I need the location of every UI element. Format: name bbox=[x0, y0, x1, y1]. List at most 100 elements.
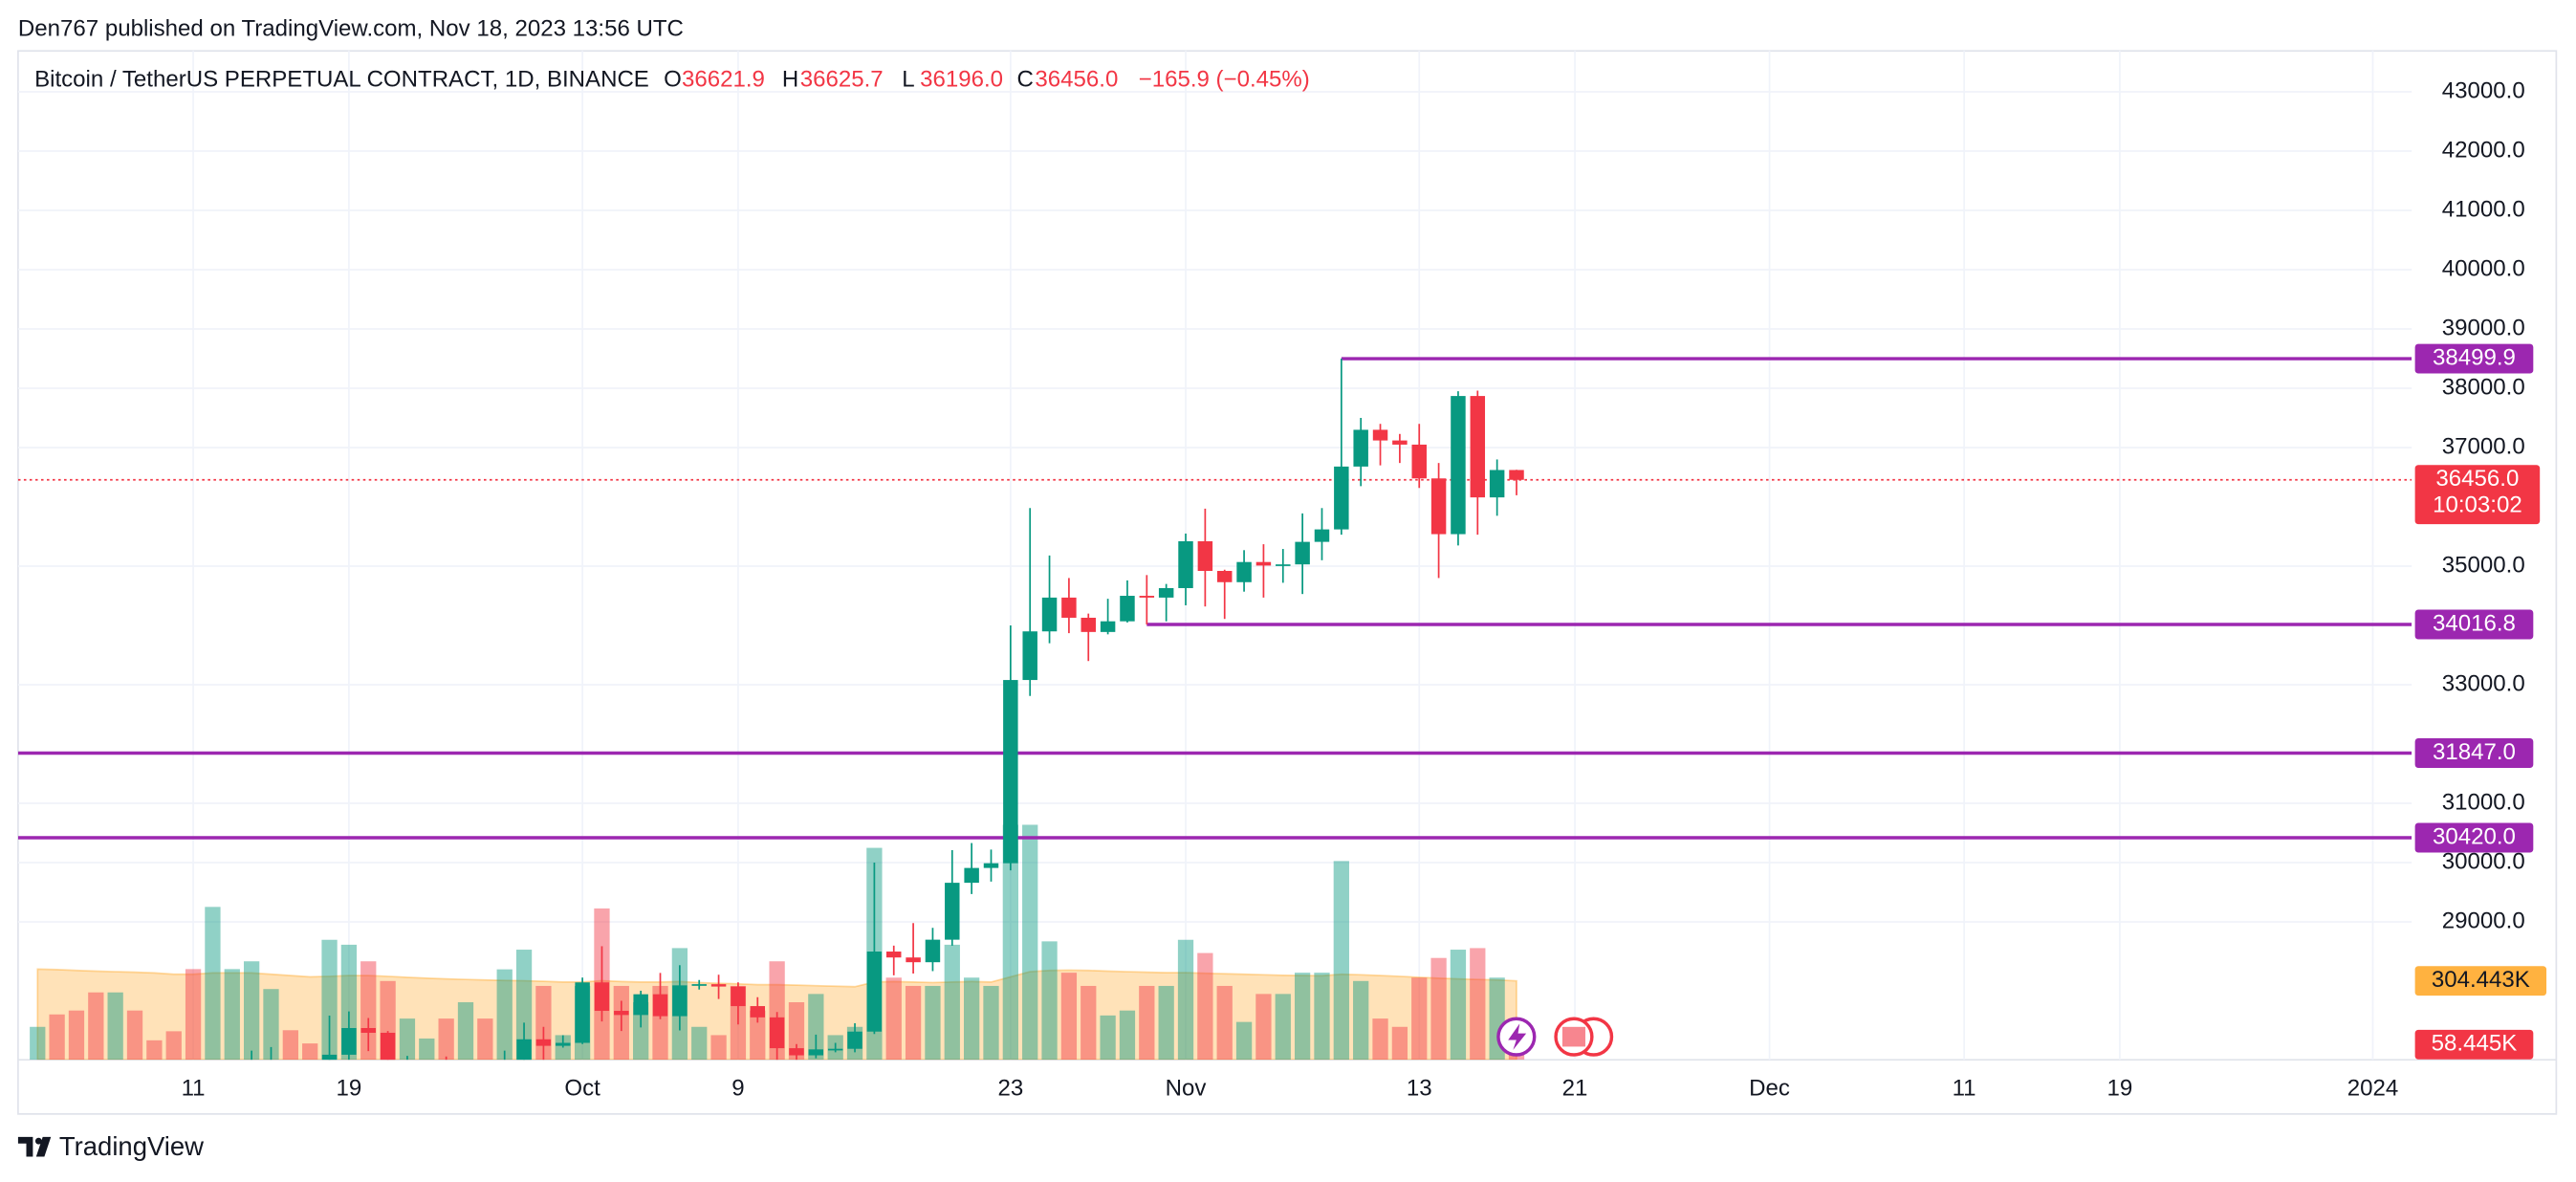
candle-body bbox=[1216, 570, 1233, 582]
candle-body bbox=[575, 982, 590, 1043]
volume-bar bbox=[146, 1040, 163, 1061]
y-tick-label: 31000.0 bbox=[2442, 789, 2525, 815]
candle-body bbox=[1061, 597, 1077, 618]
volume-bar bbox=[1216, 985, 1233, 1061]
volume-bar bbox=[1022, 824, 1038, 1061]
y-tick-label: 37000.0 bbox=[2442, 433, 2525, 459]
candle-body bbox=[1022, 631, 1037, 681]
volume-bar bbox=[68, 1010, 85, 1061]
candle-body bbox=[983, 863, 999, 868]
level-label: 34016.8 bbox=[2433, 610, 2516, 636]
candle-body bbox=[945, 883, 960, 940]
x-tick-label: 21 bbox=[1562, 1075, 1588, 1101]
level-label-box bbox=[2414, 343, 2534, 374]
candle-body bbox=[1392, 440, 1408, 445]
ohlc-key: L bbox=[902, 67, 914, 93]
symbol: Bitcoin / TetherUS PERPETUAL CONTRACT, 1… bbox=[34, 67, 649, 93]
y-tick-label: 29000.0 bbox=[2442, 908, 2525, 933]
candle-body bbox=[1295, 541, 1310, 565]
y-tick-label: 35000.0 bbox=[2442, 552, 2525, 578]
candle-body bbox=[906, 957, 921, 963]
candle-body bbox=[750, 1006, 766, 1018]
volume-bar bbox=[1333, 861, 1349, 1061]
candle-body bbox=[731, 986, 746, 1007]
candle-body bbox=[866, 952, 883, 1032]
volume-bar bbox=[1177, 939, 1194, 1061]
volume-bar bbox=[1255, 994, 1272, 1061]
candle-body bbox=[1314, 529, 1330, 542]
candle-body bbox=[1178, 540, 1193, 588]
volume-bar bbox=[1391, 1026, 1408, 1061]
volume-bar bbox=[1275, 994, 1291, 1061]
x-tick-label: 13 bbox=[1407, 1075, 1432, 1101]
volume-bar bbox=[905, 985, 922, 1061]
candle-body bbox=[769, 1017, 785, 1049]
x-tick-label: 19 bbox=[2107, 1075, 2133, 1101]
volume-bar bbox=[302, 1043, 318, 1061]
volume-bar bbox=[1450, 950, 1467, 1061]
candle-body bbox=[1081, 617, 1096, 632]
volume-bar bbox=[1372, 1018, 1388, 1061]
ohlc-key: O bbox=[664, 67, 682, 93]
volume-bar bbox=[1235, 1021, 1253, 1061]
candle-body bbox=[1470, 396, 1486, 498]
chart-frame bbox=[17, 50, 2558, 1115]
candle-body bbox=[1411, 444, 1427, 479]
volume-bar bbox=[88, 992, 104, 1061]
y-tick-label: 39000.0 bbox=[2442, 315, 2525, 340]
volume-bar bbox=[808, 994, 824, 1061]
candle-body bbox=[886, 952, 902, 958]
candle-body bbox=[652, 994, 668, 1017]
ohlc-legend: O 36621.9 H 36625.7 L 36196.0 C 36456.0 −165.9 (… bbox=[664, 67, 1310, 93]
candle-body bbox=[847, 1031, 862, 1049]
candle-body bbox=[633, 994, 648, 1016]
volume-bar bbox=[1430, 957, 1447, 1061]
y-tick-label: 38000.0 bbox=[2442, 374, 2525, 400]
x-tick-label: Dec bbox=[1749, 1075, 1790, 1101]
candle-body bbox=[1158, 587, 1174, 598]
volume-bar bbox=[282, 1030, 298, 1061]
candle-body bbox=[1509, 470, 1524, 480]
volume-bar bbox=[964, 977, 980, 1061]
ohlc-value: 36621.9 bbox=[682, 67, 765, 93]
volume-bar bbox=[399, 1018, 416, 1061]
volume-bar bbox=[1158, 985, 1174, 1061]
x-tick-label: Nov bbox=[1166, 1075, 1207, 1101]
volume-bar bbox=[457, 1002, 474, 1061]
volume-bar bbox=[633, 1002, 649, 1061]
volume-bar bbox=[885, 977, 902, 1061]
volume-bar bbox=[925, 985, 941, 1061]
candle-body bbox=[964, 867, 979, 884]
logo-glyph bbox=[17, 1136, 52, 1157]
candle-body bbox=[380, 1032, 396, 1061]
volume-bar bbox=[1119, 1010, 1136, 1061]
level-label-box bbox=[2414, 609, 2534, 640]
candle-body bbox=[1353, 429, 1368, 467]
volume-bar bbox=[126, 1010, 143, 1061]
x-tick-label: 2024 bbox=[2347, 1075, 2399, 1101]
candle-body bbox=[672, 985, 688, 1017]
volume-bar bbox=[224, 969, 240, 1061]
volume-bar bbox=[1353, 980, 1369, 1061]
volume-bar bbox=[691, 1026, 708, 1061]
candle-body bbox=[516, 1039, 532, 1061]
volume-bar bbox=[944, 944, 960, 1061]
volume-bar bbox=[1139, 985, 1155, 1061]
volume-bar bbox=[515, 950, 533, 1061]
y-tick-label: 42000.0 bbox=[2442, 137, 2525, 163]
volume-bar bbox=[710, 1035, 727, 1061]
volume-bar bbox=[438, 1018, 454, 1061]
volume-ma-label: 304.443K bbox=[2432, 967, 2530, 993]
candle-body bbox=[1276, 564, 1291, 566]
candle-body bbox=[1334, 466, 1349, 530]
y-tick-label: 40000.0 bbox=[2442, 255, 2525, 281]
volume-bar bbox=[1470, 948, 1486, 1061]
ohlc-key: C bbox=[1017, 67, 1034, 93]
candle-body bbox=[1430, 478, 1447, 535]
candle-body bbox=[1451, 396, 1466, 535]
volume-bar bbox=[321, 939, 338, 1061]
candle-body bbox=[556, 1042, 571, 1046]
candle-body bbox=[827, 1048, 843, 1051]
